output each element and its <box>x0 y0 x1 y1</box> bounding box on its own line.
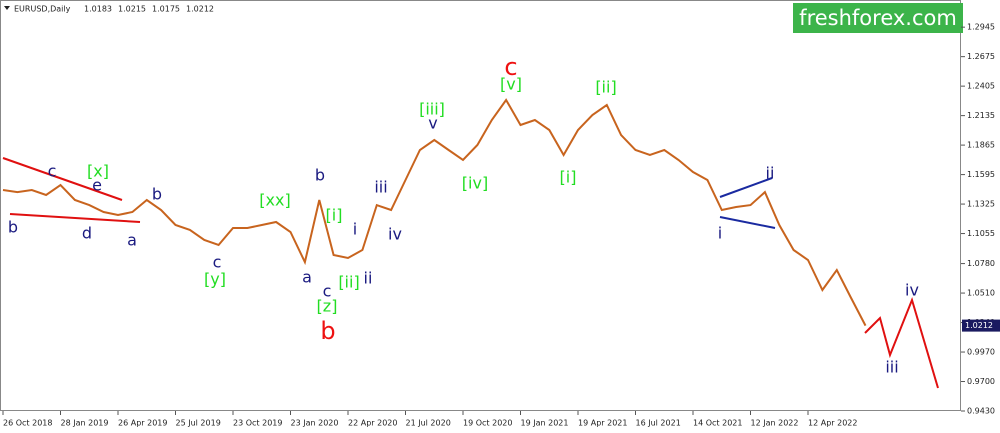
wave-label: b <box>152 185 162 204</box>
wave-label: iv <box>388 225 402 244</box>
x-tick-label: 22 Apr 2020 <box>348 419 397 428</box>
wave-label: d <box>82 224 92 243</box>
wave-label: [i] <box>326 206 343 225</box>
ohlc-value: 1.0215 <box>118 5 146 14</box>
wave-label: [iv] <box>462 174 488 193</box>
x-tick-label: 26 Oct 2018 <box>3 419 52 428</box>
y-tick-label: 0.9970 <box>967 348 995 357</box>
wave-label: c <box>504 53 517 81</box>
wave-label: i <box>718 224 722 243</box>
logo-box <box>793 3 963 33</box>
y-tick-label: 1.1055 <box>967 229 995 238</box>
x-tick-label: 12 Apr 2022 <box>808 419 857 428</box>
ohlc-value: 1.0175 <box>152 5 180 14</box>
x-tick-label: 12 Jan 2022 <box>751 419 799 428</box>
wave-label: [z] <box>317 297 338 316</box>
x-tick-label: 21 Jul 2020 <box>406 419 451 428</box>
wave-label: v <box>428 114 437 133</box>
wave-label: [ii] <box>595 78 616 97</box>
wave-label: [ii] <box>338 273 359 292</box>
x-tick-label: 23 Oct 2019 <box>233 419 282 428</box>
trendlines <box>2 157 939 389</box>
y-tick-label: 0.9700 <box>967 377 995 386</box>
wave-label: iii <box>885 358 898 377</box>
wave-label: b <box>8 218 18 237</box>
price-line <box>2 98 867 327</box>
trendline <box>9 213 141 223</box>
wave-label: [xx] <box>259 191 290 210</box>
wave-label: a <box>302 268 312 287</box>
y-tick-label: 1.2675 <box>967 52 995 61</box>
y-tick-label: 0.9430 <box>967 407 995 416</box>
y-tick-label: 1.0780 <box>967 259 995 268</box>
y-tick-label: 1.0510 <box>967 289 995 298</box>
chart-title: EURUSD,Daily <box>14 5 71 14</box>
title-arrow <box>4 6 10 10</box>
y-tick-label: 1.2135 <box>967 111 995 120</box>
x-tick-label: 26 Apr 2019 <box>118 419 167 428</box>
trendline <box>719 216 776 229</box>
wave-label: iv <box>905 281 919 300</box>
wave-label: [iii] <box>419 100 445 119</box>
ohlc-value: 1.0212 <box>186 5 214 14</box>
current-price-box <box>962 319 1000 332</box>
x-tick-label: 19 Jan 2021 <box>521 419 569 428</box>
x-tick-label: 14 Oct 2021 <box>693 419 742 428</box>
wave-label: a <box>127 231 137 250</box>
current-price: 1.0212 <box>965 321 993 330</box>
x-tick-label: 28 Jan 2019 <box>61 419 109 428</box>
trendline <box>2 157 123 201</box>
x-tick-label: 19 Apr 2021 <box>578 419 627 428</box>
y-tick-label: 1.1865 <box>967 141 995 150</box>
wave-label: e <box>92 176 102 195</box>
wave-label: ii <box>766 164 775 183</box>
wave-label: c <box>323 282 332 301</box>
x-tick-label: 16 Jul 2021 <box>636 419 681 428</box>
wave-label: b <box>315 166 325 185</box>
wave-label: iii <box>374 178 387 197</box>
wave-label: b <box>320 317 335 345</box>
logo: freshforex.com <box>799 6 957 30</box>
ohlc-value: 1.0183 <box>84 5 112 14</box>
wave-label: [i] <box>560 168 577 187</box>
y-tick-label: 1.1325 <box>967 200 995 209</box>
y-tick-label: 1.2405 <box>967 82 995 91</box>
y-tick-label: 1.1595 <box>967 170 995 179</box>
wave-label: [y] <box>204 270 226 289</box>
trendline <box>719 177 773 198</box>
wave-label: c <box>48 162 57 181</box>
wave-label: [v] <box>500 75 522 94</box>
wave-label: i <box>353 220 357 239</box>
wave-label: [x] <box>87 162 109 181</box>
plot-frame <box>0 0 961 411</box>
x-tick-label: 23 Jan 2020 <box>291 419 339 428</box>
y-tick-label: 1.2945 <box>967 23 995 32</box>
x-tick-label: 19 Oct 2020 <box>463 419 512 428</box>
x-tick-label: 25 Jul 2019 <box>176 419 221 428</box>
projection <box>864 296 939 389</box>
wave-label: ii <box>364 269 373 288</box>
wave-label: c <box>213 253 222 272</box>
